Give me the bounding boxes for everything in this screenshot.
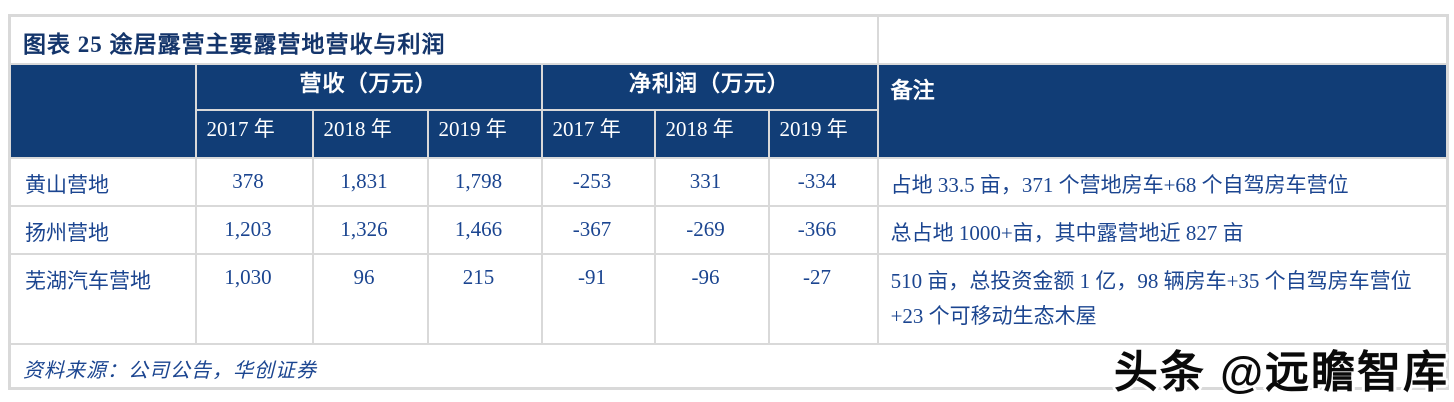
title-spacer-cell	[876, 14, 1449, 65]
revenue-2018-value: 1,831	[311, 157, 429, 207]
figure-title: 图表 25 途居露营主要露营地营收与利润	[8, 14, 879, 65]
revenue-2017-value: 1,203	[194, 205, 314, 255]
profit-2019-value: -27	[767, 253, 879, 345]
profit-2019-value: -334	[767, 157, 879, 207]
row-label: 扬州营地	[8, 205, 197, 255]
profit-2019-value: -366	[767, 205, 879, 255]
year-header-revenue-2018: 2018 年	[311, 109, 429, 159]
year-header-revenue-2017: 2017 年	[194, 109, 314, 159]
table-row-yangzhou: 扬州营地 1,203 1,326 1,466 -367 -269 -366 总占…	[8, 205, 1449, 255]
table-header-group-row: 营收（万元） 净利润（万元） 备注	[8, 63, 1449, 159]
profit-2018-value: 331	[653, 157, 770, 207]
note-cell: 总占地 1000+亩，其中露营地近 827 亩	[876, 205, 1449, 255]
year-header-profit-2019: 2019 年	[767, 109, 879, 159]
profit-2017-value: -91	[540, 253, 656, 345]
figure-container: 图表 25 途居露营主要露营地营收与利润 营收（万元） 净利润（万元） 备注 2…	[8, 14, 1450, 390]
row-label: 黄山营地	[8, 157, 197, 207]
source-row: 资料来源：公司公告，华创证券	[8, 343, 1449, 389]
revenue-2017-value: 378	[194, 157, 314, 207]
note-cell: 占地 33.5 亩，371 个营地房车+68 个自驾房车营位	[876, 157, 1449, 207]
profit-2017-value: -367	[540, 205, 656, 255]
year-header-revenue-2019: 2019 年	[426, 109, 543, 159]
revenue-group-header: 营收（万元）	[194, 63, 543, 111]
revenue-2019-value: 215	[426, 253, 543, 345]
year-header-profit-2017: 2017 年	[540, 109, 656, 159]
toutiao-watermark: 头条 @远瞻智库	[1113, 348, 1449, 397]
table-row-huangshan: 黄山营地 378 1,831 1,798 -253 331 -334 占地 33…	[8, 157, 1449, 207]
profit-2018-value: -269	[653, 205, 770, 255]
notes-column-header: 备注	[876, 63, 1449, 159]
profit-2018-value: -96	[653, 253, 770, 345]
corner-cell	[8, 63, 197, 159]
revenue-2019-value: 1,798	[426, 157, 543, 207]
row-label: 芜湖汽车营地	[8, 253, 197, 345]
note-cell: 510 亩，总投资金额 1 亿，98 辆房车+35 个自驾房车营位+23 个可移…	[876, 253, 1449, 345]
figure-title-row: 图表 25 途居露营主要露营地营收与利润	[8, 14, 1449, 65]
profit-2017-value: -253	[540, 157, 656, 207]
revenue-2018-value: 1,326	[311, 205, 429, 255]
table-row-wuhu: 芜湖汽车营地 1,030 96 215 -91 -96 -27 510 亩，总投…	[8, 253, 1449, 345]
revenue-2018-value: 96	[311, 253, 429, 345]
year-header-profit-2018: 2018 年	[653, 109, 770, 159]
revenue-2017-value: 1,030	[194, 253, 314, 345]
net-profit-group-header: 净利润（万元）	[540, 63, 879, 111]
revenue-2019-value: 1,466	[426, 205, 543, 255]
table-header-year-row: 2017 年 2018 年 2019 年 2017 年 2018 年 2019 …	[10, 109, 1448, 159]
source-text: 资料来源：公司公告，华创证券	[8, 343, 1449, 389]
figure-table: 图表 25 途居露营主要露营地营收与利润 营收（万元） 净利润（万元） 备注 2…	[8, 14, 1450, 390]
